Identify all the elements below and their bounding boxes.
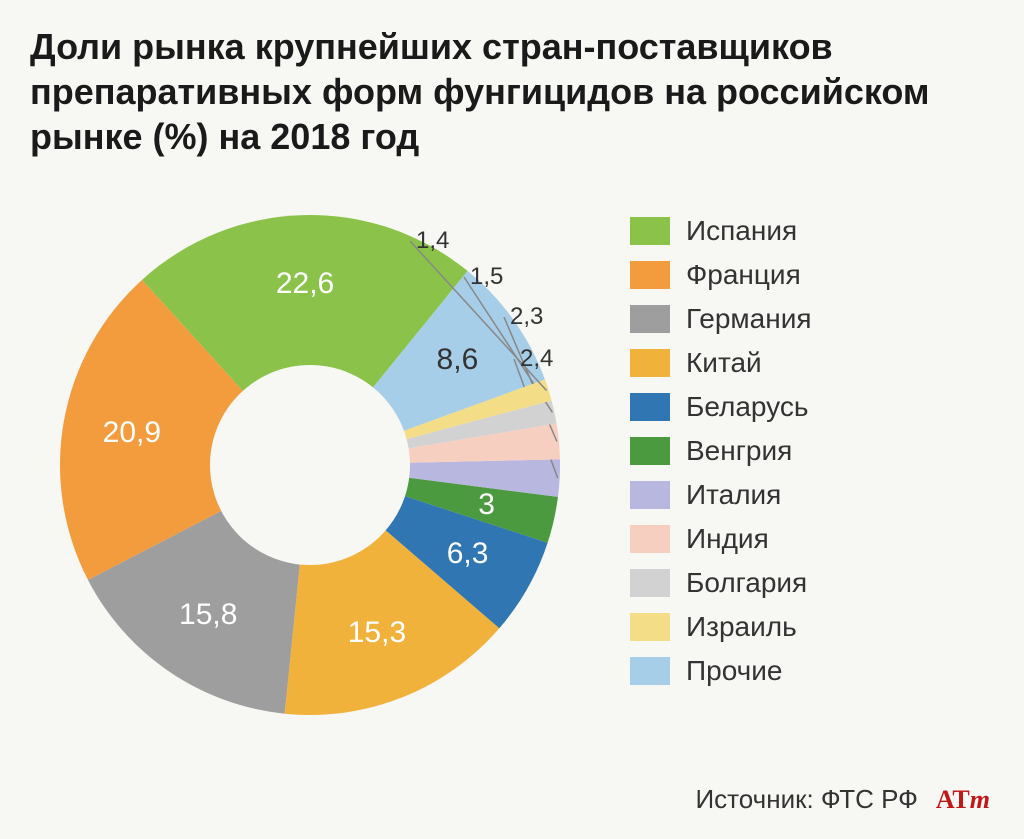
slice-label: 15,8 bbox=[179, 598, 237, 632]
legend-swatch bbox=[630, 525, 670, 553]
slice-label: 6,3 bbox=[447, 537, 489, 571]
slice-label-ext: 2,3 bbox=[510, 303, 543, 331]
legend-label: Китай bbox=[686, 347, 762, 379]
slice-label-ext: 2,4 bbox=[520, 345, 553, 373]
slice-label: 3 bbox=[478, 488, 495, 522]
legend-label: Болгария bbox=[686, 567, 807, 599]
legend-label: Испания bbox=[686, 215, 797, 247]
slice-label: 15,3 bbox=[348, 616, 406, 650]
slice-label: 22,6 bbox=[276, 267, 334, 301]
legend-swatch bbox=[630, 305, 670, 333]
source-text: Источник: ФТС РФ bbox=[695, 784, 917, 815]
legend-label: Израиль bbox=[686, 611, 797, 643]
legend-item: Индия bbox=[630, 523, 812, 555]
legend-label: Индия bbox=[686, 523, 769, 555]
legend-swatch bbox=[630, 437, 670, 465]
slice-label-ext: 1,5 bbox=[470, 263, 503, 291]
legend-swatch bbox=[630, 349, 670, 377]
legend-item: Испания bbox=[630, 215, 812, 247]
footer: Источник: ФТС РФ АТт bbox=[695, 784, 990, 815]
legend-swatch bbox=[630, 613, 670, 641]
legend-label: Прочие bbox=[686, 655, 782, 687]
legend-swatch bbox=[630, 657, 670, 685]
legend-item: Израиль bbox=[630, 611, 812, 643]
content: 8,6 22,6 20,9 15,8 15,3 6,3 3 2,4 2,31,5 1,4 Испа… bbox=[30, 185, 994, 745]
legend-item: Италия bbox=[630, 479, 812, 511]
legend-swatch bbox=[630, 217, 670, 245]
donut-chart: 8,6 22,6 20,9 15,8 15,3 6,3 3 2,4 2,31,5 1,4 bbox=[30, 185, 590, 745]
legend-item: Беларусь bbox=[630, 391, 812, 423]
legend-swatch bbox=[630, 261, 670, 289]
page-title: Доли рынка крупнейших стран-поставщиков … bbox=[30, 24, 994, 159]
legend-swatch bbox=[630, 393, 670, 421]
legend-label: Германия bbox=[686, 303, 812, 335]
legend-swatch bbox=[630, 481, 670, 509]
legend-item: Франция bbox=[630, 259, 812, 291]
slice-label: 8,6 bbox=[437, 343, 479, 377]
publisher-logo: АТт bbox=[936, 785, 990, 815]
legend-label: Венгрия bbox=[686, 435, 792, 467]
slice-label: 20,9 bbox=[103, 416, 161, 450]
legend-item: Германия bbox=[630, 303, 812, 335]
legend-label: Франция bbox=[686, 259, 801, 291]
slice-label-ext: 1,4 bbox=[416, 227, 449, 255]
legend-item: Прочие bbox=[630, 655, 812, 687]
legend-swatch bbox=[630, 569, 670, 597]
legend-label: Беларусь bbox=[686, 391, 808, 423]
legend-item: Венгрия bbox=[630, 435, 812, 467]
legend-label: Италия bbox=[686, 479, 781, 511]
donut-hole bbox=[210, 365, 410, 565]
legend-item: Болгария bbox=[630, 567, 812, 599]
legend-item: Китай bbox=[630, 347, 812, 379]
legend: Испания Франция Германия Китай Беларусь Венгр… bbox=[630, 185, 812, 699]
